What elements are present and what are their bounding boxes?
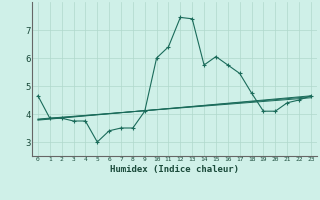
- X-axis label: Humidex (Indice chaleur): Humidex (Indice chaleur): [110, 165, 239, 174]
